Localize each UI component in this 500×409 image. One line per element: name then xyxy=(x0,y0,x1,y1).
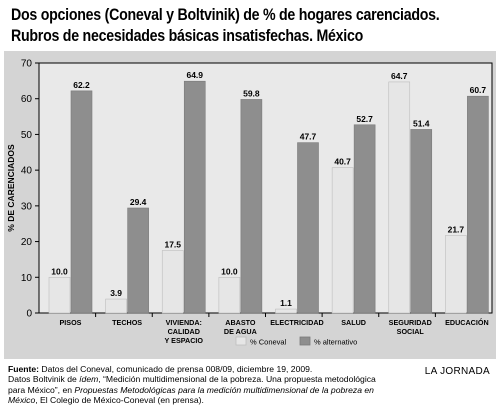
data-label-coneval: 3.9 xyxy=(110,288,122,298)
bar-alternativo xyxy=(183,80,206,314)
category-label: DE AGUA xyxy=(224,327,257,336)
chart-panel: 0 10 20 30 40 50 60 70 % DE CARENCIADOS 10.0 62.2 P… xyxy=(4,51,496,359)
legend-coneval-swatch xyxy=(235,336,247,346)
data-label-alternativo: 60.7 xyxy=(470,85,487,95)
source-line-2a: Datos Boltvinik de xyxy=(8,374,80,385)
bar-alternativo xyxy=(467,95,489,314)
source-line-4b: , El Colegio de México-Coneval (en prens… xyxy=(35,395,204,406)
bar-coneval xyxy=(105,298,127,314)
chart-title: Dos opciones (Coneval y Boltvinik) de % … xyxy=(11,5,440,47)
category-label: TECHOS xyxy=(112,318,142,327)
legend-coneval-label: % Coneval xyxy=(250,338,287,347)
data-label-alternativo: 52.7 xyxy=(356,114,373,124)
data-label-coneval: 10.0 xyxy=(221,266,238,276)
data-label-alternativo: 59.8 xyxy=(243,88,260,98)
title-line-2: Rubros de necesidades básicas insatisfec… xyxy=(11,27,364,45)
y-tick-label: 20 xyxy=(21,237,33,248)
data-label-alternativo: 29.4 xyxy=(130,197,147,207)
data-label-alternativo: 64.9 xyxy=(186,70,203,80)
category-label: Y ESPACIO xyxy=(165,336,204,345)
source-label: Fuente: xyxy=(8,364,40,374)
category-label: VIVIENDA: xyxy=(166,318,202,327)
bar-coneval xyxy=(48,276,71,314)
data-label-coneval: 40.7 xyxy=(334,157,351,167)
legend-alternativo-swatch xyxy=(299,336,311,346)
source-note: Fuente: Datos del Coneval, comunicado de… xyxy=(8,364,428,406)
category-label: PISOS xyxy=(60,318,82,327)
source-line-3b: Propuestas Metodológicas para la medició… xyxy=(74,384,374,395)
y-tick-label: 50 xyxy=(21,130,33,141)
category-label: ELECTRICIDAD xyxy=(270,318,324,327)
category-label: CALIDAD xyxy=(168,327,200,336)
y-tick-label: 30 xyxy=(21,201,33,212)
source-line-3a: para México”, en xyxy=(8,384,75,395)
category-label: SALUD xyxy=(341,318,366,327)
data-label-alternativo: 47.7 xyxy=(300,132,317,142)
data-label-coneval: 1.1 xyxy=(280,298,292,308)
y-tick-label: 60 xyxy=(21,94,33,105)
bar-coneval xyxy=(388,81,411,314)
y-tick-label: 70 xyxy=(21,59,33,70)
bar-coneval xyxy=(445,235,467,314)
bar-coneval xyxy=(331,167,354,314)
bar-alternativo xyxy=(70,90,93,314)
bar-alternativo xyxy=(240,99,263,314)
bar-chart: 0 10 20 30 40 50 60 70 % DE CARENCIADOS 10.0 62.2 P… xyxy=(6,59,493,347)
category-label: SEGURIDAD xyxy=(389,318,432,327)
y-tick-label: 10 xyxy=(21,273,33,284)
publisher-credit: LA JORNADA xyxy=(424,366,490,377)
bar-alternativo xyxy=(353,124,376,314)
category-label: SOCIAL xyxy=(397,327,425,336)
y-axis-title: % DE CARENCIADOS xyxy=(6,144,16,232)
bar-alternativo xyxy=(297,142,319,314)
y-tick-label: 0 xyxy=(26,309,32,320)
category-label: EDUCACIÓN xyxy=(445,318,489,327)
source-line-1: Datos del Coneval, comunicado de prensa … xyxy=(39,364,313,374)
bar-coneval xyxy=(218,276,241,314)
bar-alternativo xyxy=(410,129,433,314)
title-line-1: Dos opciones (Coneval y Boltvinik) de % … xyxy=(11,6,440,24)
category-label: ABASTO xyxy=(225,318,256,327)
y-tick-label: 40 xyxy=(21,166,33,177)
data-label-coneval: 17.5 xyxy=(164,240,181,250)
source-line-2b: ídem xyxy=(79,374,99,385)
bar-coneval xyxy=(161,250,184,314)
bar-alternativo xyxy=(127,207,149,314)
source-line-2c: , “Medición multidimensional de la pobre… xyxy=(98,374,376,385)
data-label-alternativo: 51.4 xyxy=(413,118,430,128)
source-line-4a: México xyxy=(8,395,36,406)
data-label-coneval: 21.7 xyxy=(448,225,465,235)
bar-coneval xyxy=(275,308,297,314)
legend-alternativo-label: % alternativo xyxy=(314,338,357,347)
data-label-coneval: 64.7 xyxy=(391,71,408,81)
data-label-alternativo: 62.2 xyxy=(73,80,90,90)
data-label-coneval: 10.0 xyxy=(51,266,68,276)
